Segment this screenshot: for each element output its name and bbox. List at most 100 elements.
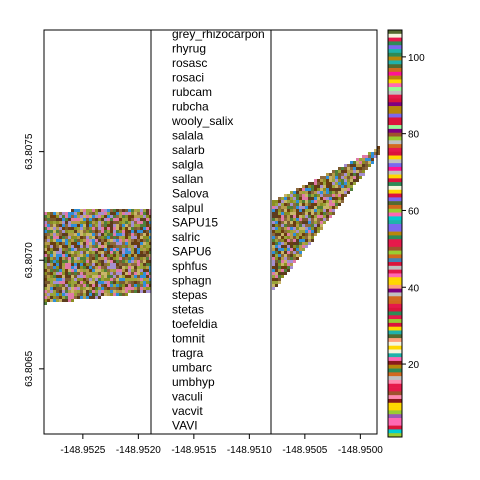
y-tick-label: 63.8065 xyxy=(24,350,35,387)
raster-cell xyxy=(347,170,350,173)
raster-cell xyxy=(272,284,275,287)
raster-cell xyxy=(278,239,281,242)
raster-cell xyxy=(329,182,332,185)
colorbar-swatch xyxy=(388,216,402,221)
raster-cell xyxy=(110,266,113,269)
raster-cell xyxy=(74,242,77,245)
raster-cell xyxy=(65,245,68,248)
raster-cell xyxy=(356,170,359,173)
raster-cell xyxy=(278,275,281,278)
raster-cell xyxy=(293,236,296,239)
raster-cell xyxy=(293,224,296,227)
raster-cell xyxy=(323,215,326,218)
raster-cell xyxy=(128,266,131,269)
raster-cell xyxy=(311,224,314,227)
raster-cell xyxy=(68,278,71,281)
raster-cell xyxy=(104,287,107,290)
raster-cell xyxy=(53,281,56,284)
raster-cell xyxy=(59,218,62,221)
raster-cell xyxy=(77,290,80,293)
raster-cell xyxy=(86,287,89,290)
colorbar-swatch xyxy=(388,212,402,217)
raster-cell xyxy=(59,236,62,239)
raster-cell xyxy=(320,209,323,212)
raster-cell xyxy=(77,254,80,257)
raster-cell xyxy=(101,215,104,218)
raster-cell xyxy=(110,269,113,272)
colorbar-swatch xyxy=(388,37,402,42)
raster-cell xyxy=(122,263,125,266)
raster-cell xyxy=(65,272,68,275)
raster-cell xyxy=(116,266,119,269)
raster-cell xyxy=(302,224,305,227)
raster-cell xyxy=(53,236,56,239)
colorbar-swatch xyxy=(388,189,402,194)
raster-cell xyxy=(341,170,344,173)
raster-cell xyxy=(338,200,341,203)
raster-cell xyxy=(101,290,104,293)
raster-cell xyxy=(287,218,290,221)
raster-cell xyxy=(95,224,98,227)
legend-entry: salgla xyxy=(172,158,204,172)
raster-cell xyxy=(107,227,110,230)
raster-cell xyxy=(272,281,275,284)
raster-cell xyxy=(143,233,146,236)
raster-cell xyxy=(104,245,107,248)
raster-cell xyxy=(146,221,149,224)
raster-cell xyxy=(44,251,47,254)
raster-cell xyxy=(320,227,323,230)
raster-cell xyxy=(326,206,329,209)
raster-cell xyxy=(350,164,353,167)
raster-cell xyxy=(65,224,68,227)
raster-cell xyxy=(296,203,299,206)
raster-cell xyxy=(320,200,323,203)
raster-cell xyxy=(92,284,95,287)
raster-cell xyxy=(311,239,314,242)
raster-cell xyxy=(89,221,92,224)
raster-cell xyxy=(287,197,290,200)
raster-cell xyxy=(287,248,290,251)
raster-cell xyxy=(329,173,332,176)
raster-cell xyxy=(293,200,296,203)
raster-cell xyxy=(341,194,344,197)
raster-cell xyxy=(59,278,62,281)
raster-cell xyxy=(110,263,113,266)
raster-cell xyxy=(116,260,119,263)
raster-cell xyxy=(131,266,134,269)
colorbar-swatch xyxy=(388,136,402,141)
raster-cell xyxy=(62,281,65,284)
raster-cell xyxy=(44,281,47,284)
raster-cell xyxy=(80,287,83,290)
raster-cell xyxy=(347,182,350,185)
raster-cell xyxy=(104,269,107,272)
raster-cell xyxy=(290,215,293,218)
raster-cell xyxy=(44,248,47,251)
raster-cell xyxy=(311,200,314,203)
raster-cell xyxy=(143,263,146,266)
raster-cell xyxy=(101,245,104,248)
raster-cell xyxy=(272,227,275,230)
raster-cell xyxy=(83,290,86,293)
raster-cell xyxy=(119,293,122,296)
raster-cell xyxy=(338,188,341,191)
raster-cell xyxy=(44,218,47,221)
raster-cell xyxy=(107,266,110,269)
raster-cell xyxy=(350,185,353,188)
raster-cell xyxy=(101,266,104,269)
colorbar-swatch xyxy=(388,178,402,183)
raster-cell xyxy=(122,260,125,263)
raster-cell xyxy=(311,197,314,200)
raster-cell xyxy=(128,233,131,236)
raster-cell xyxy=(62,272,65,275)
raster-cell xyxy=(95,230,98,233)
raster-cell xyxy=(44,275,47,278)
raster-cell xyxy=(293,257,296,260)
raster-cell xyxy=(89,212,92,215)
raster-cell xyxy=(353,170,356,173)
raster-cell xyxy=(134,266,137,269)
raster-cell xyxy=(98,218,101,221)
raster-cell xyxy=(284,269,287,272)
raster-cell xyxy=(137,287,140,290)
